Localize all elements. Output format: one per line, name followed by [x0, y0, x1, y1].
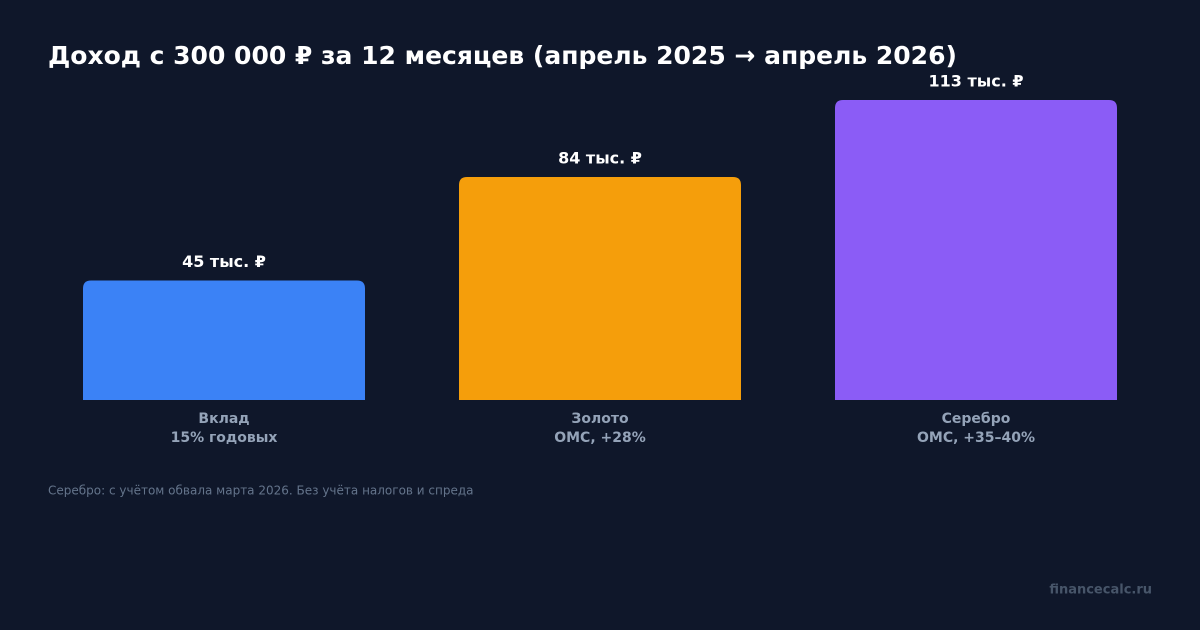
x-tick-detail: 15% годовых: [171, 430, 278, 446]
bar: [835, 100, 1117, 400]
x-tick-label: Серебро: [942, 411, 1011, 427]
x-tick-label: Золото: [571, 411, 629, 427]
x-tick-detail: ОМС, +35–40%: [917, 430, 1035, 446]
x-tick-detail: ОМС, +28%: [554, 430, 646, 446]
value-label: 113 тыс. ₽: [929, 72, 1024, 91]
bar: [83, 280, 365, 400]
value-label: 45 тыс. ₽: [182, 252, 266, 271]
x-tick-label: Вклад: [198, 411, 249, 427]
source: financecalc.ru: [1049, 583, 1152, 598]
chart-title: Доход с 300 000 ₽ за 12 месяцев (апрель …: [48, 41, 957, 70]
footnote: Серебро: с учётом обвала марта 2026. Без…: [48, 484, 474, 498]
bar: [459, 176, 741, 400]
value-label: 84 тыс. ₽: [558, 148, 642, 167]
